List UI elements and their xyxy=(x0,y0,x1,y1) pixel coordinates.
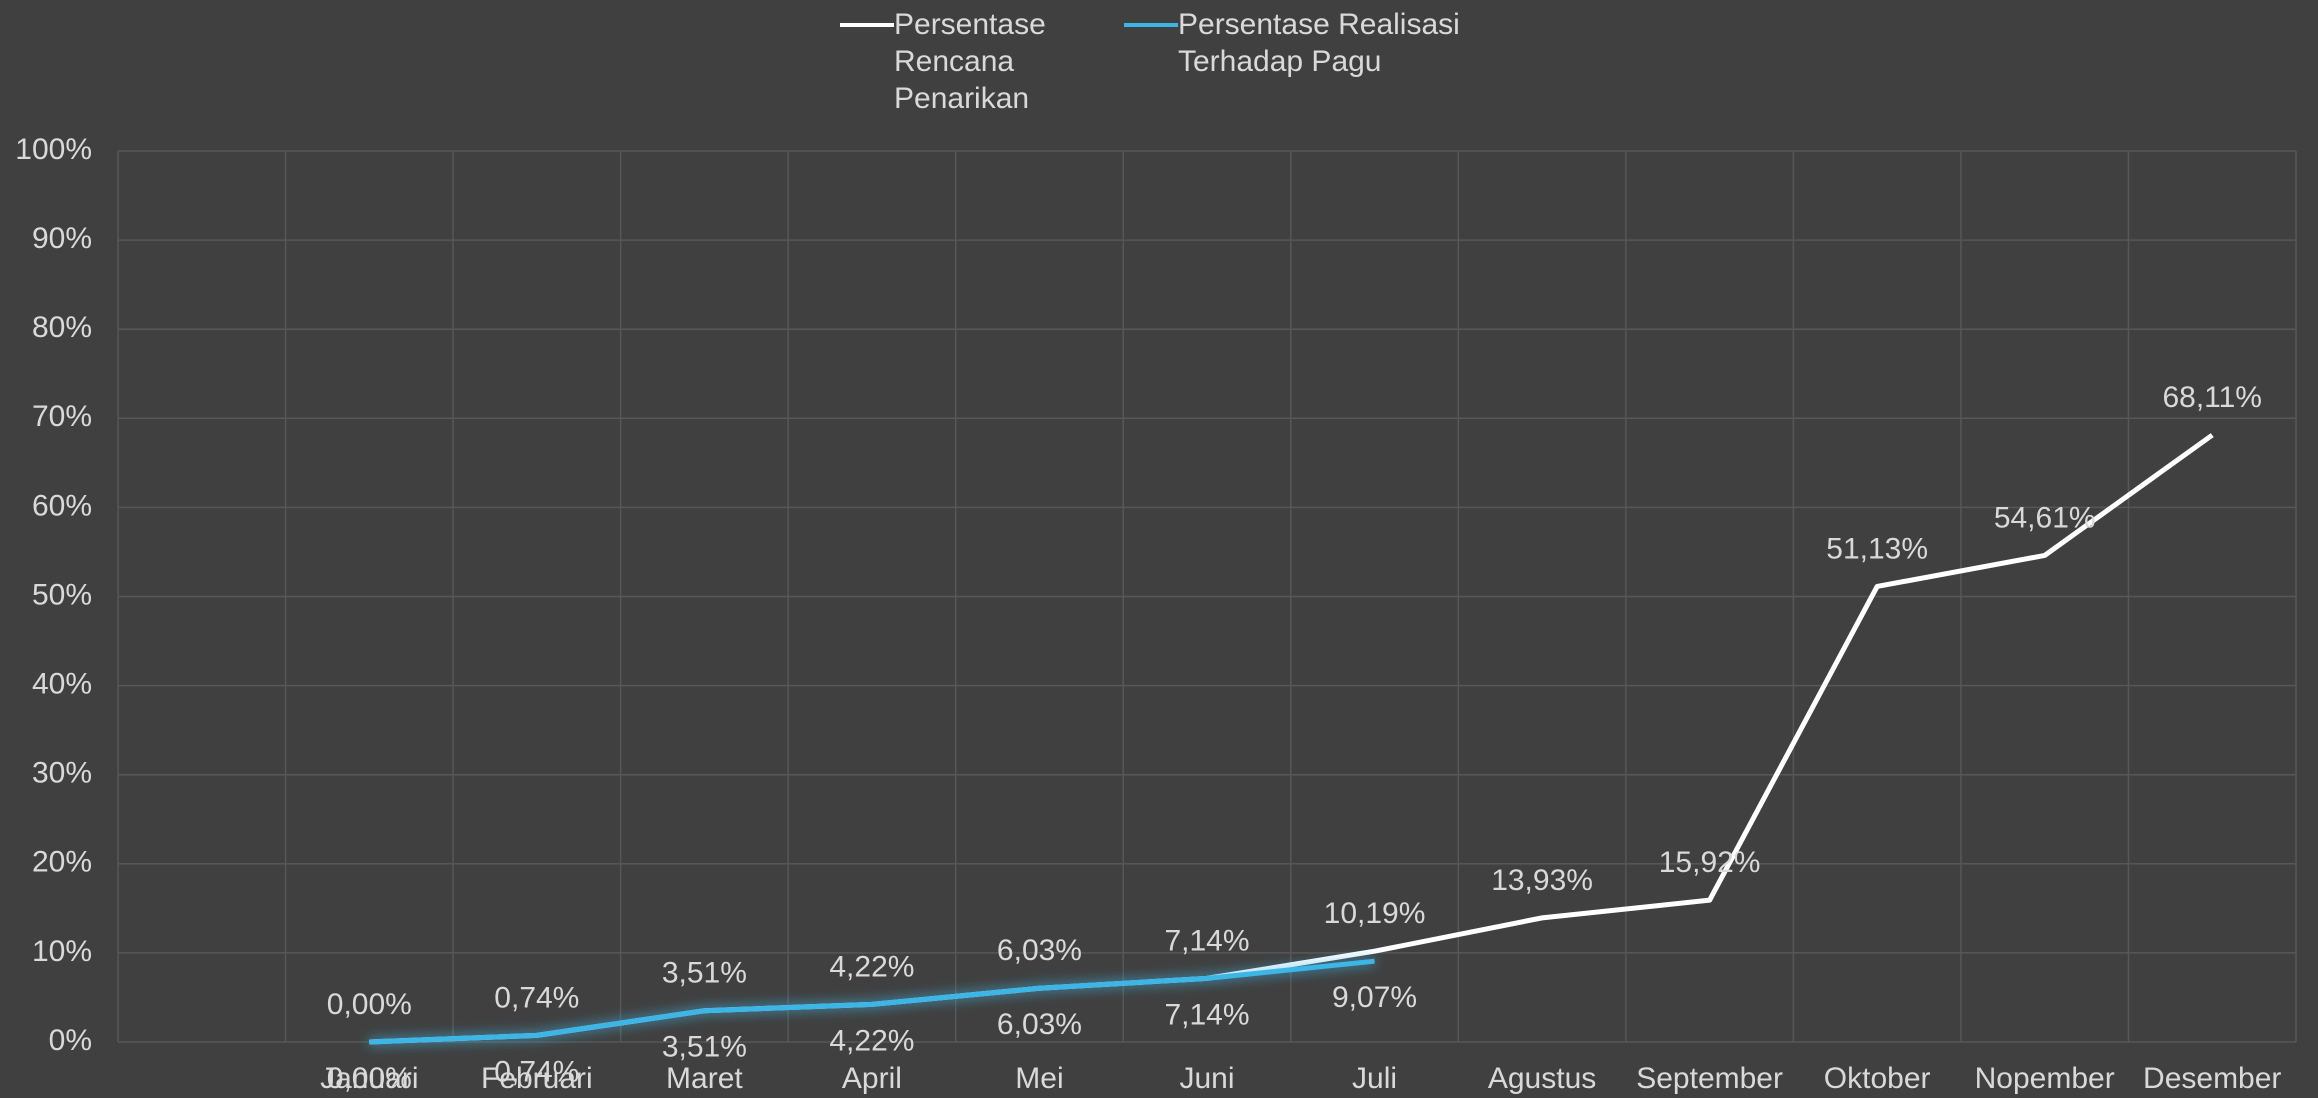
x-tick-label: Oktober xyxy=(1824,1062,1931,1095)
legend-swatch xyxy=(840,23,894,27)
series-line xyxy=(369,958,1375,1045)
x-tick-label: September xyxy=(1636,1062,1783,1095)
data-label: 6,03% xyxy=(997,934,1082,967)
x-tick-label: Januari xyxy=(320,1062,418,1095)
data-label: 68,11% xyxy=(2162,381,2262,414)
y-tick-label: 70% xyxy=(32,400,92,433)
x-tick-label: Maret xyxy=(666,1062,743,1095)
data-label: 10,19% xyxy=(1324,897,1426,930)
data-label: 51,13% xyxy=(1826,532,1928,565)
data-label: 15,92% xyxy=(1659,846,1761,879)
y-tick-label: 0% xyxy=(49,1024,92,1057)
data-label: 9,07% xyxy=(1332,981,1417,1014)
x-tick-label: Desember xyxy=(2143,1062,2281,1095)
y-tick-label: 20% xyxy=(32,846,92,879)
data-label: 4,22% xyxy=(829,1024,914,1057)
data-label: 3,51% xyxy=(662,1031,747,1064)
y-tick-label: 80% xyxy=(32,311,92,344)
y-tick-label: 60% xyxy=(32,489,92,522)
legend-swatch xyxy=(1124,23,1178,27)
data-label: 13,93% xyxy=(1491,864,1593,897)
data-label: 0,74% xyxy=(494,1055,579,1088)
x-tick-label: Februari xyxy=(481,1062,593,1095)
x-tick-label: Mei xyxy=(1015,1062,1063,1095)
y-tick-label: 100% xyxy=(15,133,92,166)
y-tick-label: 90% xyxy=(32,222,92,255)
x-tick-label: Juli xyxy=(1352,1062,1397,1095)
data-label: 6,03% xyxy=(997,1008,1082,1041)
data-label: 0,00% xyxy=(327,988,412,1021)
data-label: 54,61% xyxy=(1994,501,2096,534)
data-label: 0,00% xyxy=(327,1062,412,1095)
data-label: 7,14% xyxy=(1164,924,1249,957)
x-tick-label: Nopember xyxy=(1975,1062,2115,1095)
data-label: 0,74% xyxy=(494,981,579,1014)
data-label: 3,51% xyxy=(662,957,747,990)
legend-item: Persentase Realisasi Terhadap Pagu xyxy=(1124,6,1478,117)
data-label: 7,14% xyxy=(1164,998,1249,1031)
data-label: 4,22% xyxy=(829,950,914,983)
y-tick-label: 40% xyxy=(32,668,92,701)
x-tick-label: Juni xyxy=(1179,1062,1234,1095)
y-tick-label: 10% xyxy=(32,935,92,968)
y-tick-label: 50% xyxy=(32,578,92,611)
y-tick-label: 30% xyxy=(32,757,92,790)
x-tick-label: April xyxy=(842,1062,902,1095)
x-tick-label: Agustus xyxy=(1488,1062,1596,1095)
legend-label: Persentase Rencana Penarikan xyxy=(894,8,1046,115)
legend-label: Persentase Realisasi Terhadap Pagu xyxy=(1178,8,1460,78)
legend: Persentase Rencana Penarikan Persentase R… xyxy=(0,6,2318,117)
legend-item: Persentase Rencana Penarikan xyxy=(840,6,1084,117)
